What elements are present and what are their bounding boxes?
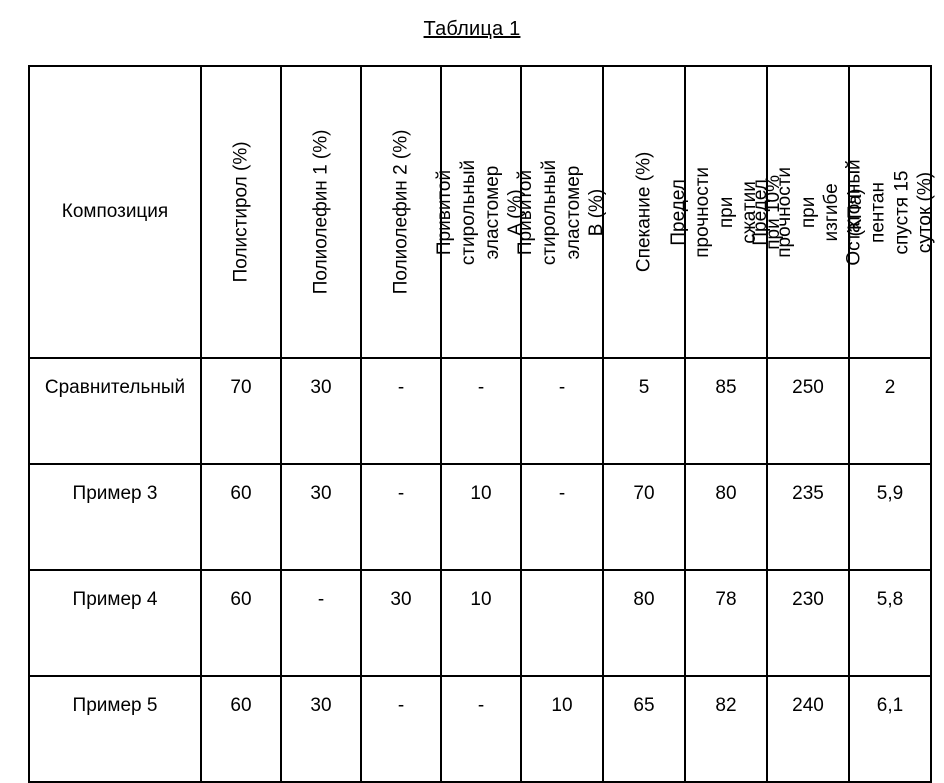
- col-header-text: Полиолефин 2 (%): [389, 130, 413, 295]
- cell: 30: [281, 464, 361, 570]
- row-label: Пример 5: [29, 676, 201, 782]
- cell: 5,8: [849, 570, 931, 676]
- table-header-row: Композиция Полистирол (%) Полиолефин 1 (…: [29, 66, 944, 358]
- data-table: Композиция Полистирол (%) Полиолефин 1 (…: [28, 65, 944, 783]
- col-header: Полиолефин 2 (%): [361, 66, 441, 358]
- cell: 70: [603, 464, 685, 570]
- cell: 5,9: [849, 464, 931, 570]
- cell: 30: [361, 570, 441, 676]
- table-row: Пример 4 60 - 30 10 80 78 230 5,8: [29, 570, 944, 676]
- cell: 235: [767, 464, 849, 570]
- cell: -: [441, 358, 521, 464]
- cell: 60: [201, 464, 281, 570]
- cell: 10: [441, 570, 521, 676]
- col-header-text: Спекание (%): [632, 152, 656, 272]
- cell: -: [441, 676, 521, 782]
- cell: 80: [685, 464, 767, 570]
- cell: 10: [441, 464, 521, 570]
- col-header: Полиолефин 1 (%): [281, 66, 361, 358]
- col-header-text: Полистирол (%): [229, 142, 253, 283]
- table-row: Пример 5 60 30 - - 10 65 82 240 6,1: [29, 676, 944, 782]
- table-row: Пример 3 60 30 - 10 - 70 80 235 5,9: [29, 464, 944, 570]
- cell: 80: [603, 570, 685, 676]
- cell: 78: [685, 570, 767, 676]
- row-label: Пример 3: [29, 464, 201, 570]
- col-header-text: Полиолефин 1 (%): [309, 130, 333, 295]
- cell: 6,1: [849, 676, 931, 782]
- cell: -: [361, 676, 441, 782]
- col-header: Привитой стирольныйэластомер A (%): [441, 66, 521, 358]
- col-header-text: Остаточный пентанспустя 15 суток (%): [843, 159, 938, 265]
- cell: -: [521, 464, 603, 570]
- cell: -: [361, 464, 441, 570]
- cell: 5: [603, 358, 685, 464]
- cell: 30: [281, 676, 361, 782]
- cell: -: [361, 358, 441, 464]
- cell: [521, 570, 603, 676]
- cell: 230: [767, 570, 849, 676]
- cell: -: [281, 570, 361, 676]
- cell: 85: [685, 358, 767, 464]
- cell: 70: [201, 358, 281, 464]
- cell: 240: [767, 676, 849, 782]
- table-row: Сравнительный 70 30 - - - 5 85 250 2: [29, 358, 944, 464]
- page: Таблица 1 Композиция Полистирол (%) Поли…: [0, 0, 944, 712]
- cell: 60: [201, 676, 281, 782]
- col-header-text: Привитой стирольныйэластомер B (%): [515, 159, 610, 264]
- cell: 82: [685, 676, 767, 782]
- cell: -: [521, 358, 603, 464]
- cell: 250: [767, 358, 849, 464]
- col-header: Полистирол (%): [201, 66, 281, 358]
- cell: 60: [201, 570, 281, 676]
- row-header-label: Композиция: [29, 66, 201, 358]
- col-header: Предел прочности приизгибе (КПа): [767, 66, 849, 358]
- cell: 2: [849, 358, 931, 464]
- col-header: Остаточный пентанспустя 15 суток (%): [849, 66, 931, 358]
- row-label: Сравнительный: [29, 358, 201, 464]
- cell: 65: [603, 676, 685, 782]
- cell: 10: [521, 676, 603, 782]
- row-label: Пример 4: [29, 570, 201, 676]
- cell: 30: [281, 358, 361, 464]
- col-header: Привитой стирольныйэластомер B (%): [521, 66, 603, 358]
- table-caption: Таблица 1: [28, 18, 916, 41]
